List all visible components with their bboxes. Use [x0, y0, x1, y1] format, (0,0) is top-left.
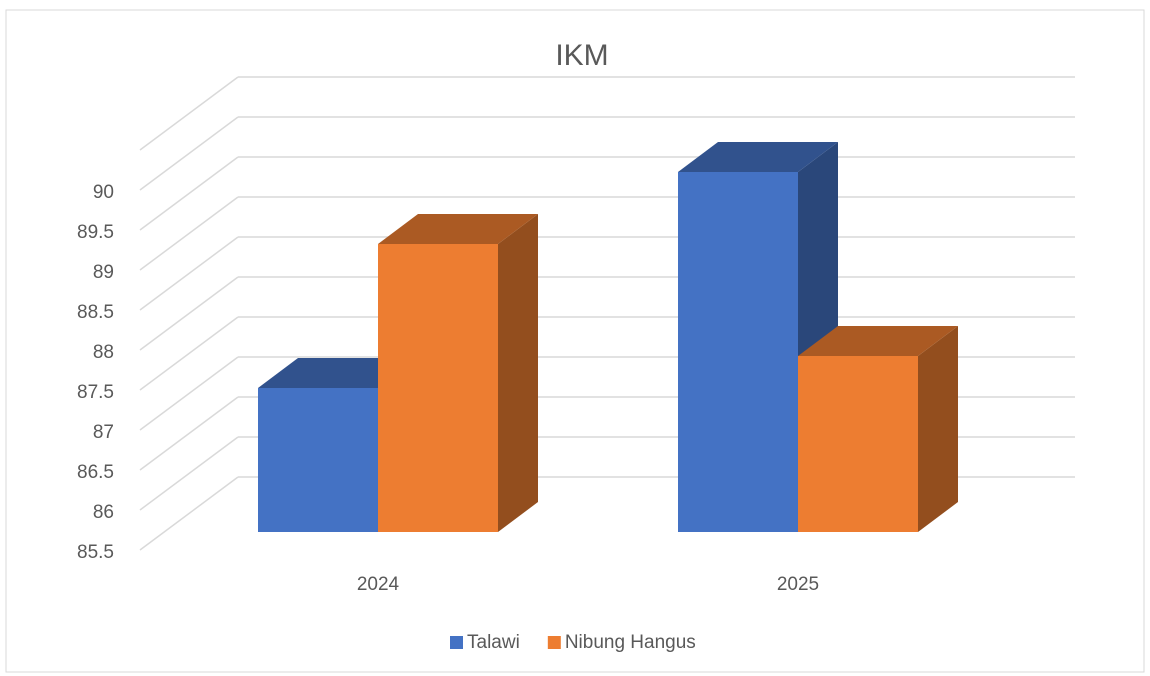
grid-line [139, 156, 239, 231]
y-tick-label: 89 [93, 262, 114, 283]
y-tick-label: 87.5 [77, 382, 114, 403]
legend-label: Talawi [467, 632, 520, 653]
bar-top [798, 326, 958, 356]
grid-line [139, 476, 239, 551]
y-tick-label: 87 [93, 422, 114, 443]
y-tick-label: 86.5 [77, 462, 114, 483]
grid-line [139, 396, 239, 471]
grid-line [139, 236, 239, 311]
bar-side [918, 326, 958, 532]
legend-swatch [547, 636, 561, 649]
x-tick-label: 2024 [357, 574, 400, 595]
chart-title: IKM [555, 39, 608, 72]
y-tick-label: 89.5 [77, 222, 114, 243]
grid-line [139, 196, 239, 271]
legend-label: Nibung Hangus [565, 632, 696, 653]
x-tick-label: 2025 [777, 574, 819, 595]
grid-line [139, 356, 239, 431]
y-tick-label: 86 [93, 502, 114, 523]
bar [378, 244, 498, 532]
bar [258, 388, 378, 532]
bar-side [498, 214, 538, 532]
grid-line [139, 116, 239, 191]
bar [798, 356, 918, 532]
y-tick-label: 88 [93, 342, 114, 363]
grid-line [139, 76, 239, 151]
grid-line [139, 316, 239, 391]
y-tick-label: 85.5 [77, 542, 114, 563]
legend-swatch [450, 636, 463, 649]
bar-top [678, 142, 838, 172]
grid-line [139, 276, 239, 351]
bar-top [378, 214, 538, 244]
chart-frame [5, 9, 1145, 673]
bar [678, 172, 798, 532]
grid-line [139, 436, 239, 511]
y-tick-label: 88.5 [77, 302, 114, 323]
y-tick-label: 90 [93, 182, 114, 203]
